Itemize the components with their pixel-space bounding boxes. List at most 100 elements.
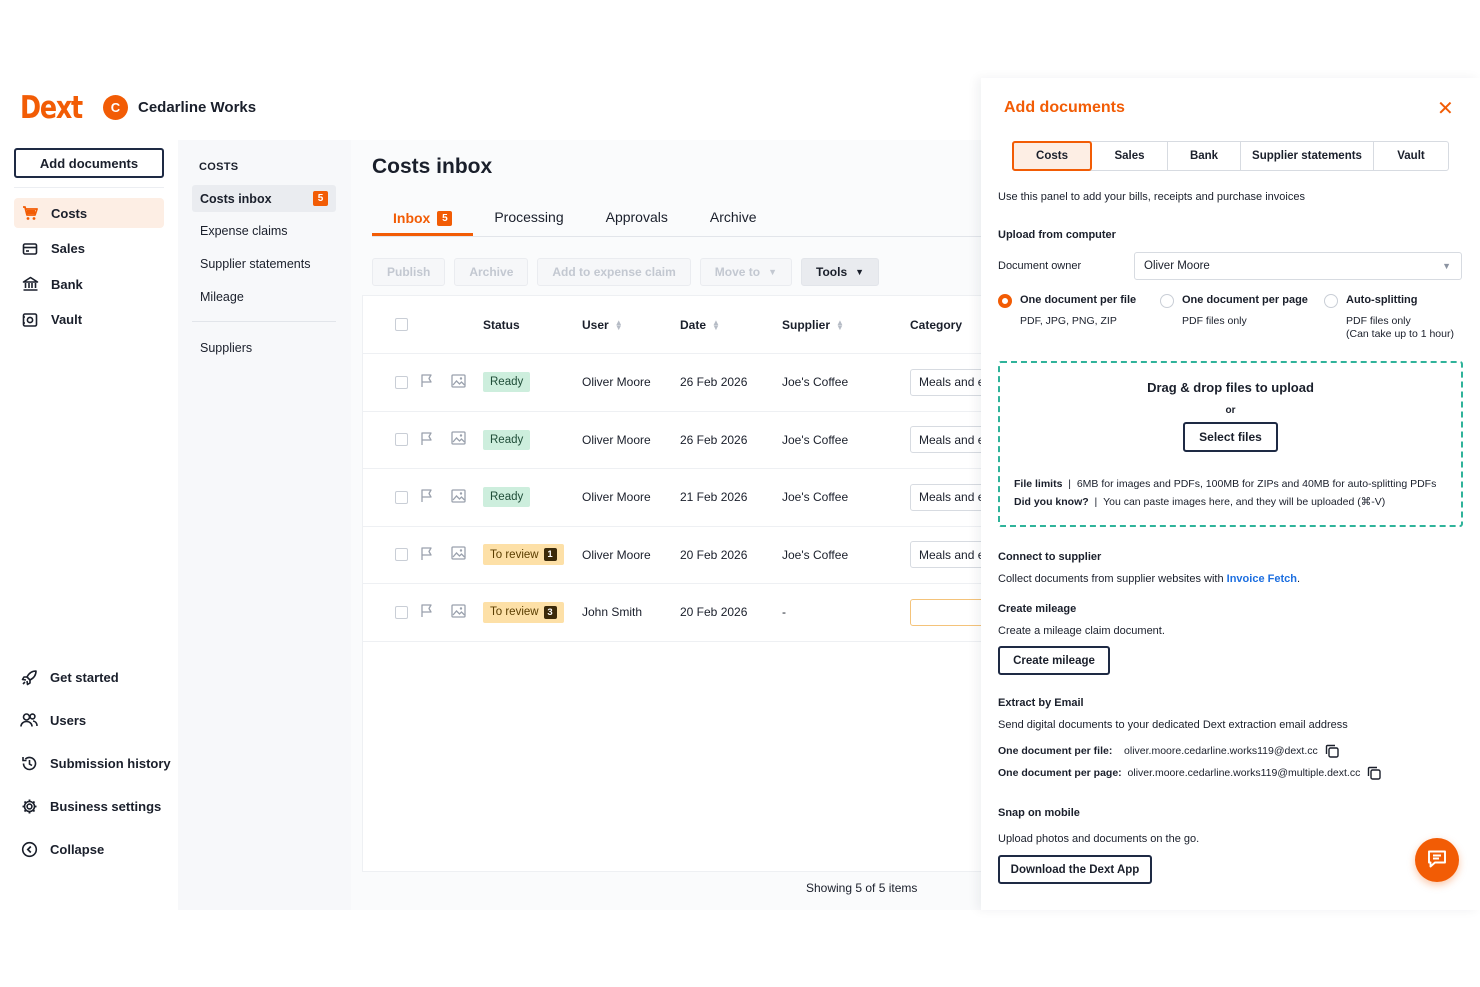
subnav-item-label: Suppliers	[200, 340, 253, 355]
rocket-icon	[20, 668, 38, 686]
add-to-expense-claim-button[interactable]: Add to expense claim	[537, 258, 691, 286]
table-row[interactable]: To review 1 Oliver Moore 20 Feb 2026 Joe's C…	[363, 527, 981, 584]
document-owner-select[interactable]: Oliver Moore ▼	[1134, 252, 1462, 280]
radio-button[interactable]	[1160, 294, 1174, 308]
doc-tab-sales[interactable]: Sales	[1092, 142, 1168, 170]
radio-auto-splitting[interactable]: Auto-splitting PDF files only (Can take …	[1324, 294, 1454, 341]
row-checkbox[interactable]	[395, 548, 408, 562]
nav-item-submission-history[interactable]: Submission history	[14, 748, 174, 778]
move-to-button[interactable]: Move to ▼	[699, 258, 793, 286]
row-date: 21 Feb 2026	[680, 490, 748, 505]
category-select[interactable]: Meals and entertainment	[910, 426, 981, 454]
create-mileage-button[interactable]: Create mileage	[998, 646, 1110, 675]
category-select[interactable]: Meals and entertainment	[910, 541, 981, 569]
image-preview-icon[interactable]	[451, 604, 466, 621]
file-dropzone[interactable]: Drag & drop files to upload or Select fi…	[998, 361, 1463, 527]
inbox-toolbar: Publish Archive Add to expense claim Mov…	[372, 258, 880, 286]
radio-button[interactable]	[1324, 294, 1338, 308]
radio-one-document-per-page[interactable]: One document per page PDF files only	[1160, 294, 1308, 328]
column-supplier[interactable]: Supplier ▲ ▼	[782, 317, 844, 332]
flag-icon[interactable]	[420, 431, 434, 449]
chevron-down-icon: ▼	[1442, 261, 1451, 271]
connect-text: Collect documents from supplier websites…	[998, 573, 1301, 585]
flag-icon[interactable]	[420, 488, 434, 506]
row-checkbox[interactable]	[395, 490, 408, 504]
row-checkbox[interactable]	[395, 605, 408, 619]
select-all-checkbox[interactable]	[395, 318, 408, 331]
chat-button[interactable]	[1415, 838, 1459, 882]
bank-icon	[21, 275, 39, 293]
dext-logo[interactable]: Dext	[20, 90, 83, 126]
publish-button[interactable]: Publish	[372, 258, 446, 286]
select-files-button[interactable]: Select files	[1183, 422, 1278, 452]
invoice-fetch-link[interactable]: Invoice Fetch	[1226, 573, 1297, 585]
add-documents-button[interactable]: Add documents	[14, 148, 164, 178]
category-select[interactable]	[910, 598, 981, 626]
download-app-button[interactable]: Download the Dext App	[998, 855, 1152, 884]
doc-tab-supplier-statements[interactable]: Supplier statements	[1241, 142, 1374, 170]
mobile-text: Upload photos and documents on the go.	[998, 833, 1200, 845]
row-checkbox[interactable]	[395, 375, 408, 389]
nav-item-label: Bank	[51, 276, 83, 292]
category-select[interactable]: Meals and entertainment	[910, 483, 981, 511]
nav-item-label: Collapse	[50, 841, 105, 857]
copy-icon[interactable]	[1367, 766, 1382, 780]
row-user: Oliver Moore	[582, 547, 651, 562]
nav-item-collapse[interactable]: Collapse	[14, 834, 174, 864]
nav-item-label: Get started	[50, 669, 119, 685]
doc-tab-vault[interactable]: Vault	[1397, 150, 1425, 162]
tools-button[interactable]: Tools ▼	[801, 258, 880, 286]
tab-approvals[interactable]: Approvals	[585, 200, 689, 233]
tab-inbox[interactable]: Inbox 5	[372, 200, 474, 236]
nav-item-bank[interactable]: Bank	[14, 269, 164, 299]
column-user[interactable]: User ▲ ▼	[582, 317, 623, 332]
radio-title: One document per file	[1020, 294, 1137, 306]
nav-item-get-started[interactable]: Get started	[14, 662, 174, 692]
organisation-switcher[interactable]: C Cedarline Works	[103, 95, 256, 120]
image-preview-icon[interactable]	[451, 546, 466, 563]
dropzone-title: Drag & drop files to upload	[1147, 380, 1314, 395]
mileage-heading: Create mileage	[998, 603, 1077, 615]
subnav-item-supplier-statements[interactable]: Supplier statements	[192, 250, 336, 277]
archive-button[interactable]: Archive	[454, 258, 529, 286]
column-category: Category	[910, 317, 963, 332]
collapse-icon	[20, 840, 38, 858]
row-checkbox[interactable]	[395, 433, 408, 447]
image-preview-icon[interactable]	[451, 489, 466, 506]
radio-button[interactable]	[998, 294, 1012, 308]
nav-item-sales[interactable]: Sales	[14, 234, 164, 264]
bottom-nav: Get started Users Submission history Bus…	[14, 662, 174, 877]
image-preview-icon[interactable]	[451, 431, 466, 448]
flag-icon[interactable]	[420, 373, 434, 391]
column-date[interactable]: Date ▲ ▼	[680, 317, 720, 332]
subnav-item-expense-claims[interactable]: Expense claims	[192, 217, 336, 244]
nav-item-label: Submission history	[50, 755, 171, 771]
dropzone-or: or	[1225, 405, 1236, 416]
flag-icon[interactable]	[420, 546, 434, 564]
table-row[interactable]: Ready Oliver Moore 21 Feb 2026 Joe's Coffee…	[363, 469, 981, 527]
left-nav: Costs Sales Bank Vault	[14, 198, 164, 340]
tab-archive[interactable]: Archive	[689, 200, 778, 233]
email-per-file-row: One document per file: oliver.moore.ceda…	[998, 744, 1339, 758]
nav-item-business-settings[interactable]: Business settings	[14, 791, 174, 821]
table-row[interactable]: Ready Oliver Moore 26 Feb 2026 Joe's Coffee…	[363, 412, 981, 469]
doc-tab-costs[interactable]: Costs	[1012, 141, 1092, 171]
doc-tab-bank[interactable]: Bank	[1168, 142, 1241, 170]
nav-item-users[interactable]: Users	[14, 705, 174, 735]
close-icon[interactable]: ✕	[1437, 98, 1454, 120]
nav-item-costs[interactable]: Costs	[14, 198, 164, 228]
table-row[interactable]: To review 3 John Smith 20 Feb 2026 -	[363, 584, 981, 642]
subnav-item-suppliers[interactable]: Suppliers	[192, 334, 336, 361]
tools-label: Tools	[816, 265, 848, 279]
radio-one-document-per-file[interactable]: One document per file PDF, JPG, PNG, ZIP	[998, 294, 1136, 328]
copy-icon[interactable]	[1325, 744, 1339, 758]
subnav-item-mileage[interactable]: Mileage	[192, 283, 336, 310]
tab-processing[interactable]: Processing	[473, 200, 584, 233]
table-row[interactable]: Ready Oliver Moore 26 Feb 2026 Joe's Coffee…	[363, 354, 981, 412]
flag-icon[interactable]	[420, 603, 434, 621]
subnav-item-costs-inbox[interactable]: Costs inbox 5	[192, 185, 336, 212]
category-select[interactable]: Meals and entertainment	[910, 368, 981, 396]
image-preview-icon[interactable]	[451, 374, 466, 391]
status-badge: Ready	[483, 487, 531, 508]
nav-item-vault[interactable]: Vault	[14, 305, 164, 335]
